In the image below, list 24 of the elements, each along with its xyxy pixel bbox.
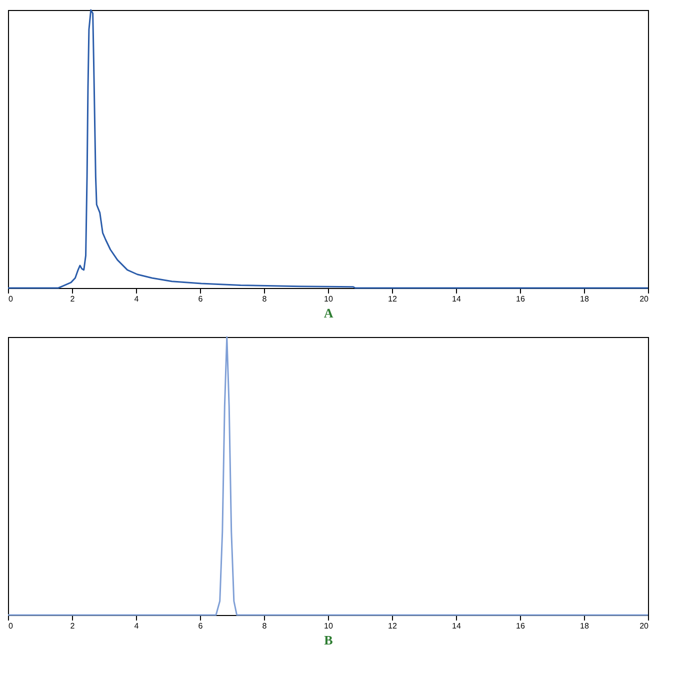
x-tick-label: 2 [70, 294, 76, 304]
x-axis-title: B [324, 632, 334, 648]
x-tick-label: 12 [388, 294, 398, 304]
x-tick-label: 18 [580, 622, 590, 630]
x-tick-label: 8 [262, 622, 268, 630]
x-tick-label: 20 [640, 294, 650, 304]
x-axis-title: A [324, 306, 334, 320]
x-tick-label: 10 [324, 294, 334, 304]
x-tick-label: 16 [516, 294, 526, 304]
x-tick-label: 6 [198, 294, 204, 304]
x-tick-label: 4 [134, 294, 140, 304]
x-tick-label: 6 [198, 622, 204, 630]
x-tick-label: 0 [8, 294, 14, 304]
x-tick-label: 14 [452, 622, 462, 630]
x-tick-label: 18 [580, 294, 590, 304]
x-tick-label: 14 [452, 294, 462, 304]
x-tick-label: 4 [134, 622, 140, 630]
x-tick-label: 8 [262, 294, 268, 304]
x-tick-label: 12 [388, 622, 398, 630]
x-tick-label: 2 [70, 622, 76, 630]
x-tick-label: 0 [8, 622, 14, 630]
x-tick-label: 16 [516, 622, 526, 630]
x-tick-label: 10 [324, 622, 334, 630]
x-tick-label: 20 [640, 622, 650, 630]
